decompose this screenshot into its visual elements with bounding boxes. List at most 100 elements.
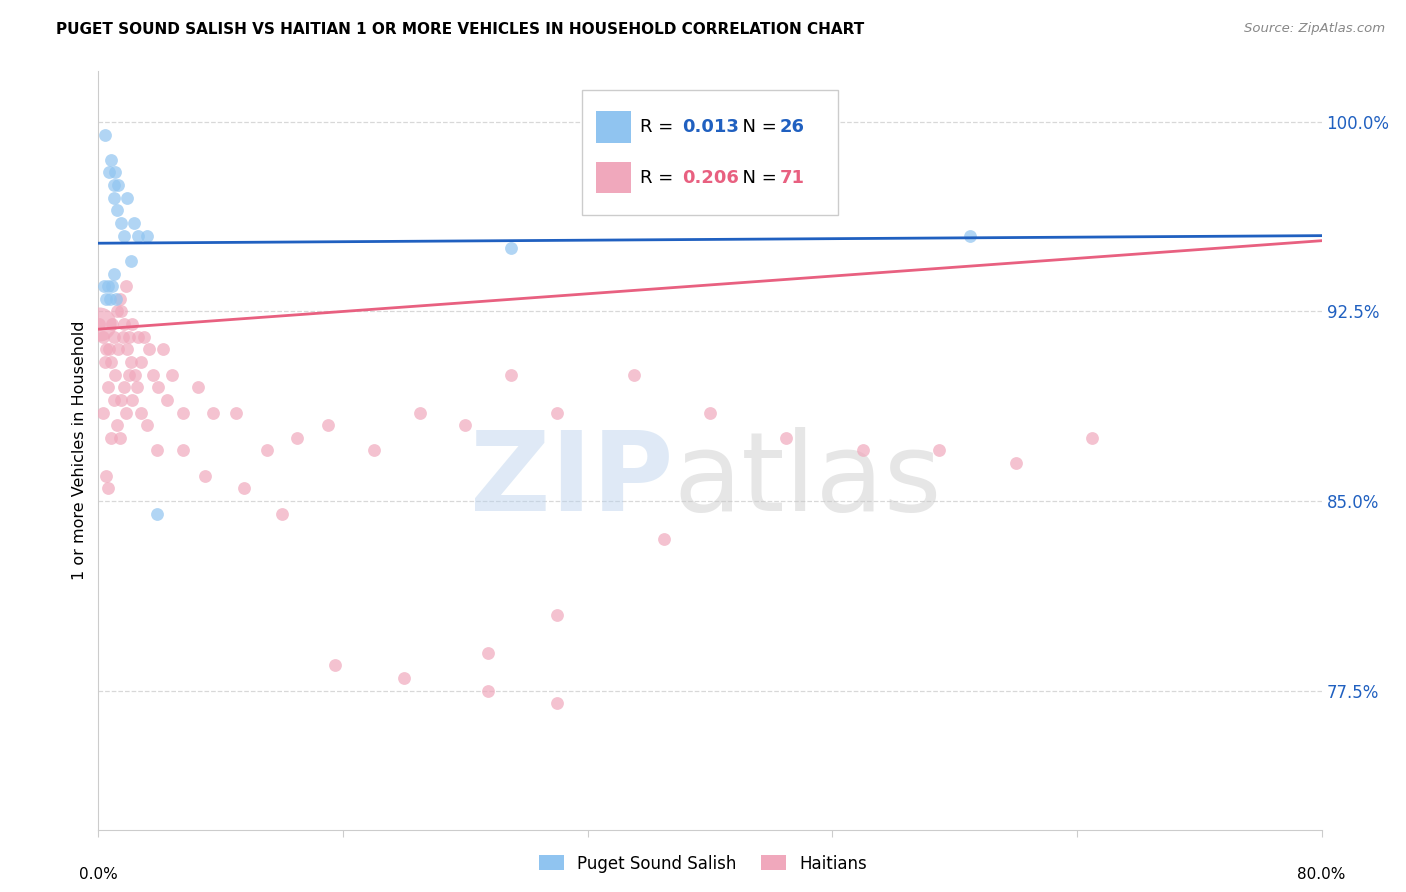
Point: [97, 482, 120, 496]
Text: atlas: atlas: [673, 427, 942, 534]
Text: 80.0%: 80.0%: [1298, 867, 1346, 882]
Point: [316, 418, 339, 433]
Point: [112, 317, 135, 331]
Point: [120, 254, 142, 268]
Point: [652, 532, 675, 546]
Point: [108, 292, 131, 306]
Point: [117, 191, 139, 205]
Text: N =: N =: [731, 169, 782, 186]
FancyBboxPatch shape: [596, 111, 630, 143]
Text: 0.013: 0.013: [682, 118, 738, 136]
Point: [115, 405, 138, 419]
Point: [232, 482, 254, 496]
Point: [89, 317, 111, 331]
Point: [363, 443, 385, 458]
Point: [129, 405, 152, 419]
Point: [105, 418, 128, 433]
Point: [107, 343, 129, 357]
Point: [118, 329, 141, 343]
Point: [928, 443, 950, 458]
Point: [103, 329, 125, 343]
Point: [110, 216, 132, 230]
Point: [156, 392, 179, 407]
Text: R =: R =: [640, 169, 679, 186]
Point: [152, 343, 174, 357]
Point: [546, 405, 568, 419]
Point: [202, 405, 225, 419]
Point: [172, 405, 194, 419]
Point: [110, 392, 132, 407]
Point: [142, 368, 165, 382]
Point: [145, 443, 167, 458]
Text: 26: 26: [780, 118, 804, 136]
Point: [699, 405, 721, 419]
FancyBboxPatch shape: [582, 90, 838, 216]
Point: [121, 392, 143, 407]
Point: [775, 431, 797, 445]
Point: [100, 355, 122, 369]
Point: [112, 380, 135, 394]
Point: [112, 228, 135, 243]
Point: [110, 304, 132, 318]
Point: [115, 279, 138, 293]
Point: [91, 329, 114, 343]
Point: [103, 191, 125, 205]
Point: [94, 343, 117, 357]
Point: [117, 343, 139, 357]
Point: [408, 405, 430, 419]
Point: [146, 380, 169, 394]
Point: [93, 279, 115, 293]
Point: [124, 368, 146, 382]
Point: [454, 418, 477, 433]
Point: [89, 317, 111, 331]
Point: [104, 165, 127, 179]
Text: 0.206: 0.206: [682, 169, 738, 186]
FancyBboxPatch shape: [596, 161, 630, 194]
Point: [93, 355, 115, 369]
Point: [94, 292, 117, 306]
Legend: Puget Sound Salish, Haitians: Puget Sound Salish, Haitians: [531, 848, 875, 880]
Y-axis label: 1 or more Vehicles in Household: 1 or more Vehicles in Household: [72, 321, 87, 580]
Point: [1004, 456, 1026, 470]
Point: [129, 355, 152, 369]
Point: [93, 128, 115, 142]
Point: [194, 468, 217, 483]
Point: [160, 368, 183, 382]
Point: [105, 292, 128, 306]
Point: [546, 607, 568, 622]
Point: [285, 431, 308, 445]
Point: [97, 380, 120, 394]
Point: [108, 431, 131, 445]
Point: [325, 658, 347, 673]
Point: [107, 178, 129, 192]
Point: [103, 392, 125, 407]
Point: [100, 153, 122, 167]
Point: [134, 329, 156, 343]
Point: [145, 507, 167, 521]
Point: [477, 646, 499, 660]
Point: [852, 443, 875, 458]
Point: [501, 241, 523, 255]
Point: [136, 418, 159, 433]
Text: 71: 71: [780, 169, 804, 186]
Point: [105, 203, 128, 218]
Point: [118, 368, 141, 382]
Point: [98, 165, 121, 179]
Point: [392, 671, 416, 685]
Point: [136, 228, 159, 243]
Point: [256, 443, 278, 458]
Point: [127, 329, 149, 343]
Text: 0.0%: 0.0%: [79, 867, 118, 882]
Point: [120, 355, 142, 369]
Point: [97, 279, 120, 293]
Text: N =: N =: [731, 118, 782, 136]
Point: [98, 292, 121, 306]
Point: [100, 431, 122, 445]
Point: [91, 405, 114, 419]
Point: [103, 178, 125, 192]
Point: [111, 329, 134, 343]
Point: [101, 279, 124, 293]
Point: [104, 368, 127, 382]
Point: [127, 228, 149, 243]
Point: [125, 380, 148, 394]
